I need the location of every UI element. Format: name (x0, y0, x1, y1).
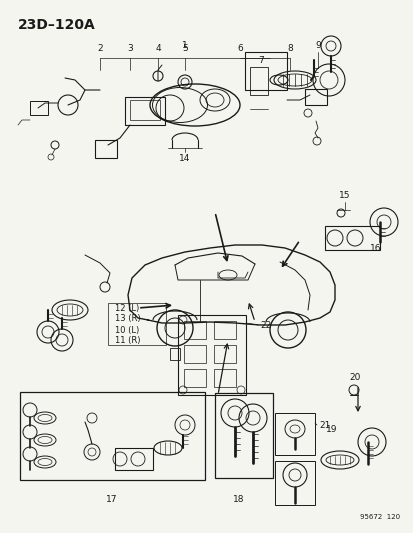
Bar (108, 303, 166, 345)
Text: 15: 15 (338, 190, 350, 199)
Text: 5: 5 (182, 44, 188, 52)
Text: 95672  120: 95672 120 (359, 514, 399, 520)
Text: 11 (R): 11 (R) (115, 335, 140, 344)
Bar (183, 369, 206, 387)
Bar (125, 97, 165, 125)
Text: 4: 4 (155, 44, 160, 52)
Bar (214, 393, 272, 478)
Text: 19: 19 (325, 425, 337, 434)
Bar (214, 345, 235, 363)
Bar (183, 345, 206, 363)
Text: 1: 1 (182, 41, 188, 50)
Text: 21: 21 (318, 421, 330, 430)
Bar (274, 413, 314, 455)
Text: 2: 2 (97, 44, 102, 52)
Bar (178, 315, 245, 395)
Text: 10 (L): 10 (L) (115, 326, 139, 335)
Text: 8: 8 (287, 44, 292, 52)
Text: 17: 17 (106, 496, 117, 505)
Text: 3: 3 (127, 44, 133, 52)
Bar (130, 100, 159, 120)
Text: 18: 18 (233, 496, 244, 505)
Bar (244, 52, 286, 90)
Text: 6: 6 (237, 44, 242, 52)
Text: 22: 22 (259, 320, 271, 329)
Text: 9: 9 (314, 41, 320, 50)
Bar (214, 321, 235, 339)
Bar (249, 67, 267, 95)
Bar (170, 348, 180, 360)
Bar (95, 140, 117, 158)
Bar (20, 392, 204, 480)
Bar (214, 369, 235, 387)
Text: 20: 20 (349, 374, 360, 383)
Text: 14: 14 (179, 154, 190, 163)
Bar (274, 461, 314, 505)
Text: 13 (R): 13 (R) (115, 313, 140, 322)
Bar (324, 226, 379, 250)
Text: 12 (L): 12 (L) (115, 303, 139, 312)
Bar (115, 448, 153, 470)
Bar (183, 321, 206, 339)
Text: 16: 16 (369, 244, 380, 253)
Text: 7: 7 (257, 55, 263, 64)
Bar (304, 89, 326, 105)
Bar (30, 101, 48, 115)
Text: 23D–120A: 23D–120A (18, 18, 95, 32)
